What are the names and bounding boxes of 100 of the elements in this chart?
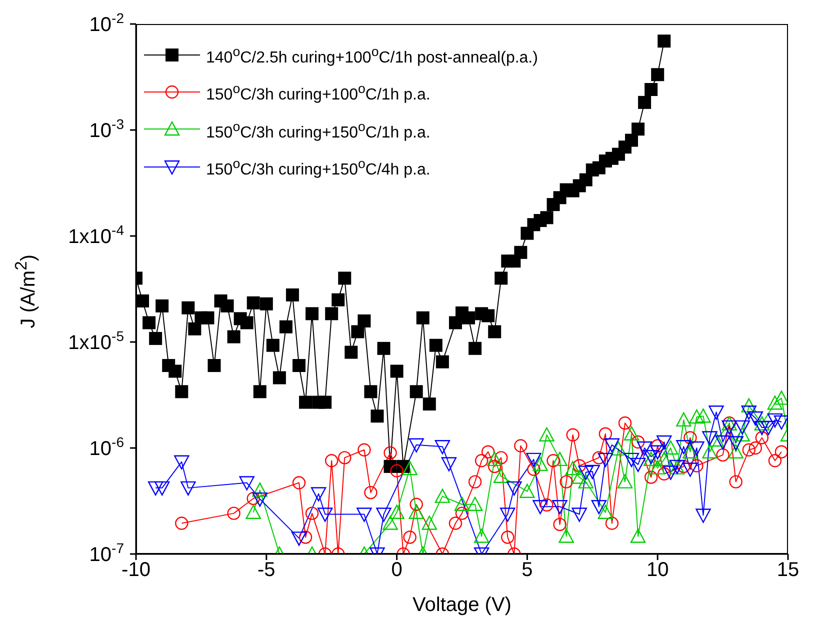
point: [656, 452, 672, 466]
point: [617, 474, 633, 488]
point: [610, 441, 626, 456]
point: [292, 476, 306, 490]
x-tick-label: 15: [776, 559, 800, 582]
point: [754, 420, 770, 436]
point: [325, 454, 338, 468]
point: [767, 396, 783, 410]
point: [572, 470, 587, 484]
point: [506, 481, 522, 496]
point: [356, 508, 372, 522]
point: [500, 508, 516, 522]
point: [598, 452, 614, 468]
point: [558, 528, 574, 543]
point: [760, 420, 776, 436]
point: [715, 435, 730, 450]
legend-label: 140$^{o}$C/2.5h curing+100$^{o}$C/1h post-anneal(p.a.): [206, 43, 538, 68]
point: [252, 492, 268, 507]
point: [246, 492, 260, 506]
y-tick-label: 10$^{-6}$: [89, 434, 124, 460]
point: [774, 445, 788, 458]
point: [682, 444, 698, 458]
point: [448, 516, 462, 530]
point: [358, 443, 371, 456]
point: [305, 506, 319, 520]
x-tick-label: 5: [522, 559, 533, 582]
point: [291, 532, 307, 546]
point: [624, 426, 640, 440]
x-tick-label: -10: [122, 559, 150, 582]
point: [474, 454, 488, 468]
point: [656, 435, 672, 450]
point: [663, 466, 678, 480]
point: [565, 460, 580, 476]
point: [566, 428, 580, 442]
point: [728, 444, 744, 458]
point: [552, 452, 568, 466]
point: [540, 498, 554, 512]
x-axis-title: Voltage (V): [412, 594, 512, 617]
point: [227, 506, 240, 520]
point: [774, 415, 788, 430]
point: [578, 474, 594, 488]
point: [716, 448, 730, 462]
point: [487, 452, 502, 466]
point: [441, 457, 457, 472]
point: [708, 432, 724, 447]
point: [651, 439, 664, 452]
point: [742, 443, 756, 456]
y-tick-label: 10$^{-2}$: [89, 10, 124, 36]
point: [624, 452, 640, 468]
point: [174, 455, 190, 470]
point: [526, 452, 542, 468]
point: [572, 508, 587, 522]
point: [252, 482, 268, 497]
legend-label: 150$^{o}$C/3h curing+150$^{o}$C/4h p.a.: [206, 154, 430, 180]
point: [734, 420, 750, 435]
point: [767, 413, 783, 428]
point: [650, 460, 666, 474]
point: [364, 486, 378, 500]
point: [454, 496, 470, 511]
point: [467, 496, 483, 511]
point: [298, 530, 312, 544]
point: [696, 408, 711, 423]
point: [630, 528, 646, 543]
point: [154, 481, 170, 496]
point: [455, 506, 469, 520]
point: [317, 508, 333, 522]
x-tick-label: 0: [391, 559, 402, 582]
point: [532, 456, 548, 472]
point: [572, 459, 586, 472]
point: [741, 406, 756, 420]
point: [663, 440, 678, 455]
point: [584, 464, 600, 480]
point: [527, 462, 540, 476]
point: [520, 484, 535, 498]
point: [494, 451, 508, 464]
point: [650, 445, 666, 460]
point: [481, 445, 495, 458]
point: [408, 504, 424, 519]
y-tick-label: 1x10$^{-4}$: [68, 222, 124, 248]
point: [408, 438, 424, 452]
point: [689, 441, 704, 456]
point: [658, 467, 671, 480]
point: [402, 460, 418, 476]
point: [434, 440, 450, 454]
point: [636, 441, 652, 456]
y-tick-label: 10$^{-7}$: [89, 540, 124, 566]
point: [390, 464, 404, 478]
point: [728, 436, 744, 450]
point: [605, 516, 619, 530]
point: [618, 416, 632, 430]
point: [376, 508, 392, 522]
point: [532, 500, 548, 514]
point: [644, 470, 658, 484]
point: [748, 441, 762, 455]
point: [722, 420, 737, 435]
point: [434, 488, 450, 503]
x-tick-label: -5: [258, 559, 276, 582]
point: [754, 416, 770, 430]
y-tick-label: 10$^{-3}$: [89, 116, 124, 142]
point: [598, 504, 614, 519]
